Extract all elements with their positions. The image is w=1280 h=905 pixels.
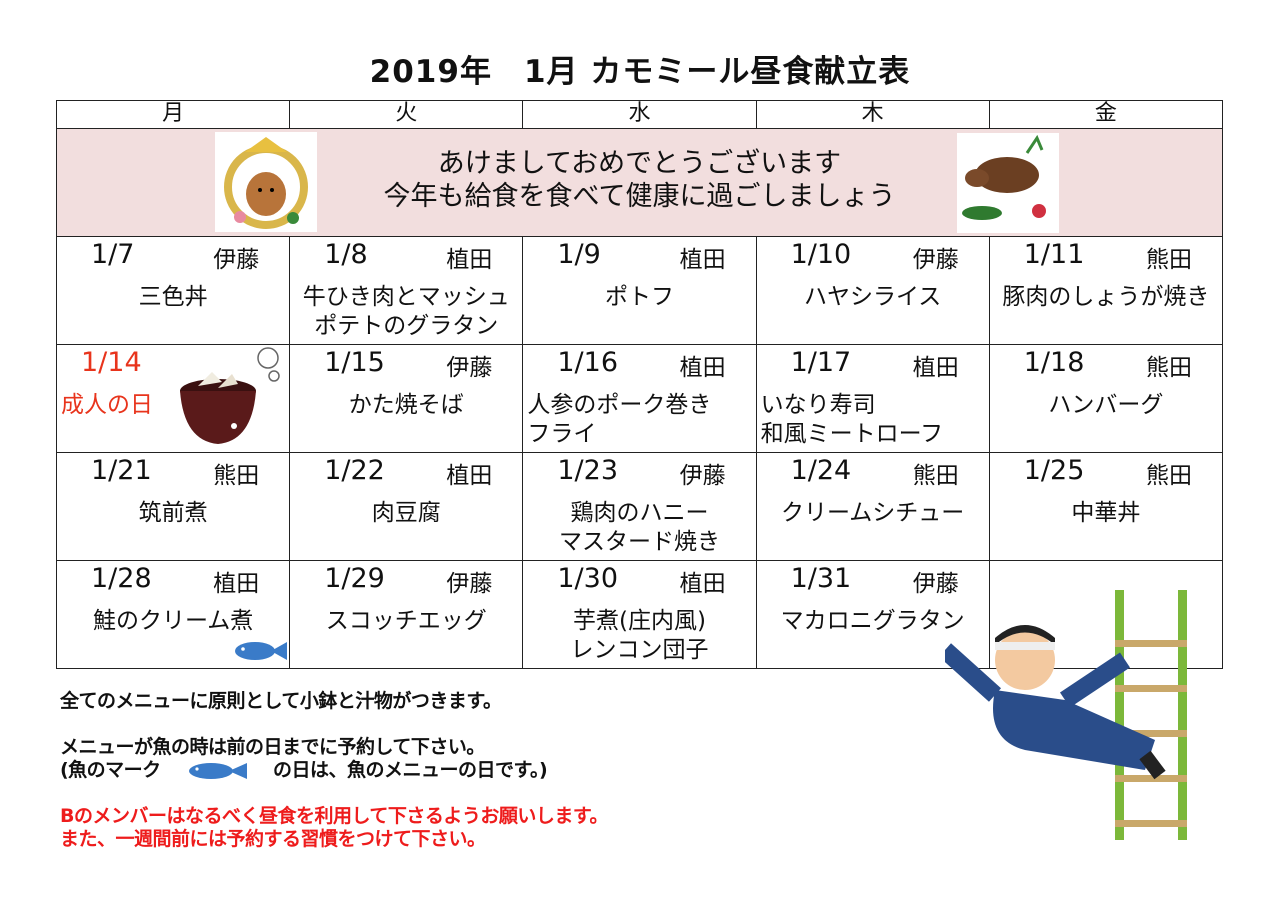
note-reservation-habit: また、一週間前には予約する習慣をつけて下さい。 xyxy=(60,828,486,850)
day-staff: 伊藤 xyxy=(679,463,726,489)
day-staff: 伊藤 xyxy=(446,571,493,597)
zoni-soup-bowl-illustration xyxy=(180,347,280,444)
day-cell: 1/7 伊藤 三色丼 xyxy=(55,236,291,345)
day-date: 1/24 xyxy=(790,455,852,486)
day-date: 1/9 xyxy=(557,239,601,270)
note-side-dishes: 全てのメニューに原則として小鉢と汁物がつきます。 xyxy=(60,690,502,712)
day-date: 1/8 xyxy=(324,239,368,270)
day-cell: 1/15 伊藤 かた焼そば xyxy=(289,344,524,453)
day-date: 1/16 xyxy=(557,347,619,378)
week-row: 1/21 熊田 筑前煮 1/22 植田 肉豆腐 1/23 伊藤 鶏肉のハニー マスタ… xyxy=(55,452,1224,561)
day-menu: 鮭のクリーム煮 xyxy=(92,608,254,634)
weekday-thu: 木 xyxy=(755,100,990,129)
weekday-mon: 月 xyxy=(55,100,291,129)
day-cell: 1/14 成人の日 xyxy=(55,344,291,453)
day-cell: 1/30 植田 芋煮(庄内風) レンコン団子 xyxy=(522,560,757,669)
day-menu: マカロニグラタン xyxy=(780,608,965,634)
day-date: 1/22 xyxy=(324,455,385,486)
day-cell: 1/21 熊田 筑前煮 xyxy=(55,452,291,561)
day-staff: 熊田 xyxy=(1146,355,1192,381)
day-cell: 1/23 伊藤 鶏肉のハニー マスタード焼き xyxy=(522,452,757,561)
day-date: 1/14 xyxy=(81,347,142,378)
page-title: 2019年 1月 カモミール昼食献立表 xyxy=(369,54,911,90)
day-cell: 1/8 植田 牛ひき肉とマッシュ ポテトのグラタン xyxy=(289,236,524,345)
weekday-wed: 水 xyxy=(522,100,757,129)
day-staff: 植田 xyxy=(446,247,493,273)
note-fish-mark: (魚のマーク の日は、魚のメニューの日です。) xyxy=(60,759,548,781)
day-menu: 肉豆腐 xyxy=(371,500,441,526)
day-date: 1/18 xyxy=(1023,347,1085,378)
day-menu: 成人の日 xyxy=(61,392,153,418)
day-date: 1/7 xyxy=(91,239,135,270)
banner-line-2: 今年も給食を食べて健康に過ごしましょう xyxy=(383,181,896,212)
day-date: 1/21 xyxy=(91,455,152,486)
day-date: 1/29 xyxy=(324,563,385,594)
day-staff: 伊藤 xyxy=(912,247,959,273)
day-staff: 植田 xyxy=(679,355,726,381)
day-cell: 1/25 熊田 中華丼 xyxy=(988,452,1224,561)
wild-boar-illustration xyxy=(957,133,1059,233)
day-cell: 1/18 熊田 ハンバーグ xyxy=(988,344,1224,453)
notes: 全てのメニューに原則として小鉢と汁物がつきます。 メニューが魚の時は前の日までに… xyxy=(60,690,609,851)
day-cell: 1/29 伊藤 スコッチエッグ xyxy=(289,560,524,669)
day-staff: 熊田 xyxy=(912,463,959,489)
day-cell: 1/22 植田 肉豆腐 xyxy=(289,452,524,561)
fish-mark-icon xyxy=(188,762,247,779)
day-staff: 植田 xyxy=(679,247,726,273)
day-date: 1/11 xyxy=(1023,239,1085,270)
day-staff: 熊田 xyxy=(1146,247,1192,273)
day-staff: 植田 xyxy=(213,571,260,597)
day-staff: 植田 xyxy=(912,355,959,381)
day-staff: 伊藤 xyxy=(446,355,493,381)
day-cell: 1/11 熊田 豚肉のしょうが焼き xyxy=(988,236,1224,345)
day-menu: クリームシチュー xyxy=(781,500,965,526)
fish-mark-icon xyxy=(235,642,287,660)
day-cell: 1/10 伊藤 ハヤシライス xyxy=(755,236,990,345)
day-menu: 人参のポーク巻き フライ xyxy=(527,392,712,447)
day-menu: ハンバーグ xyxy=(1048,392,1164,418)
day-menu: 筑前煮 xyxy=(138,500,208,526)
day-date: 1/28 xyxy=(91,563,152,594)
day-date: 1/23 xyxy=(557,455,619,486)
day-date: 1/10 xyxy=(790,239,852,270)
day-date: 1/17 xyxy=(790,347,852,378)
day-staff: 伊藤 xyxy=(213,247,260,273)
note-fish-reservation: メニューが魚の時は前の日までに予約して下さい。 xyxy=(60,736,485,758)
day-cell: 1/16 植田 人参のポーク巻き フライ xyxy=(522,344,757,453)
day-date: 1/25 xyxy=(1023,455,1085,486)
day-menu: 三色丼 xyxy=(138,284,208,310)
day-staff: 熊田 xyxy=(1146,463,1192,489)
day-staff: 伊藤 xyxy=(912,571,959,597)
day-staff: 熊田 xyxy=(213,463,260,489)
day-menu: かた焼そば xyxy=(348,392,464,418)
day-menu: いなり寿司 和風ミートローフ xyxy=(760,392,944,447)
day-menu: 鶏肉のハニー マスタード焼き xyxy=(558,500,720,555)
day-date: 1/31 xyxy=(790,563,852,594)
firefighter-ladder-illustration xyxy=(945,590,1187,840)
day-staff: 植田 xyxy=(679,571,726,597)
day-date: 1/15 xyxy=(324,347,385,378)
weekday-fri: 金 xyxy=(988,100,1224,129)
note-b-members: Bのメンバーはなるべく昼食を利用して下さるようお願いします。 xyxy=(60,805,609,827)
boar-wreath-illustration xyxy=(215,132,317,232)
week-row: 1/7 伊藤 三色丼 1/8 植田 牛ひき肉とマッシュ ポテトのグラタン 1/9 植… xyxy=(55,236,1224,345)
day-menu: 豚肉のしょうが焼き xyxy=(1002,284,1210,310)
day-date: 1/30 xyxy=(557,563,619,594)
day-cell: 1/17 植田 いなり寿司 和風ミートローフ xyxy=(755,344,990,453)
day-staff: 植田 xyxy=(446,463,493,489)
day-cell: 1/9 植田 ポトフ xyxy=(522,236,757,345)
day-menu: ポトフ xyxy=(604,284,674,310)
week-row: 1/14 成人の日 1/15 伊藤 かた焼そば 1/16 植田 人参のポーク巻き フ… xyxy=(55,344,1224,453)
weekday-tue: 火 xyxy=(289,100,524,129)
day-menu: ハヤシライス xyxy=(804,284,942,310)
day-menu: 中華丼 xyxy=(1071,500,1141,526)
day-menu: 芋煮(庄内風) レンコン団子 xyxy=(570,608,709,663)
day-menu: スコッチエッグ xyxy=(325,608,487,634)
day-menu: 牛ひき肉とマッシュ ポテトのグラタン xyxy=(302,284,510,339)
banner-line-1: あけましておめでとうございます xyxy=(437,148,842,179)
day-cell: 1/24 熊田 クリームシチュー xyxy=(755,452,990,561)
